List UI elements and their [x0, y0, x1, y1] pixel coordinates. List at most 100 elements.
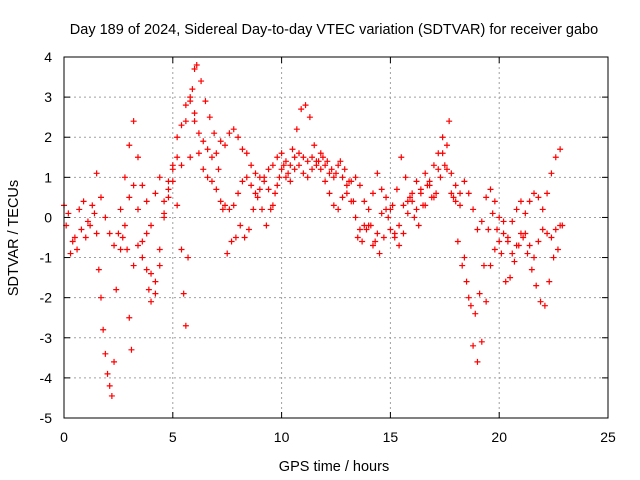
data-point — [289, 146, 296, 153]
y-tick-label: -3 — [40, 330, 53, 346]
data-point — [84, 218, 91, 225]
data-point — [193, 62, 200, 69]
data-point — [165, 178, 172, 185]
data-point — [191, 118, 198, 125]
data-point — [339, 174, 346, 181]
data-point — [378, 210, 385, 217]
data-point — [189, 86, 196, 93]
data-point — [187, 154, 194, 161]
data-point — [239, 146, 246, 153]
data-point — [187, 94, 194, 101]
data-point — [422, 202, 429, 209]
data-point — [539, 226, 546, 233]
data-point — [400, 202, 407, 209]
data-point — [430, 194, 437, 201]
data-point — [161, 198, 168, 205]
data-point — [104, 370, 111, 377]
x-tick-label: 20 — [491, 429, 507, 445]
data-point — [291, 166, 298, 173]
data-point — [356, 182, 363, 189]
data-point — [82, 234, 89, 241]
data-point — [174, 202, 181, 209]
data-point — [226, 206, 233, 213]
data-point — [531, 254, 538, 261]
data-point — [152, 290, 159, 297]
data-point — [467, 302, 474, 309]
data-point — [198, 78, 205, 85]
data-point — [478, 338, 485, 345]
x-tick-label: 25 — [600, 429, 616, 445]
data-point — [483, 298, 490, 305]
y-tick-label: 4 — [44, 49, 52, 65]
data-point — [413, 178, 420, 185]
y-tick-label: 0 — [44, 209, 52, 225]
data-point — [252, 170, 259, 177]
data-point — [134, 206, 141, 213]
data-point — [143, 266, 150, 273]
data-point — [200, 166, 207, 173]
data-series — [61, 98, 564, 399]
data-point — [335, 162, 342, 169]
data-point — [108, 392, 115, 399]
data-point — [309, 166, 316, 173]
data-point — [265, 186, 272, 193]
data-point — [74, 246, 81, 253]
y-tick-label: -2 — [40, 290, 53, 306]
y-axis-label: SDTVAR / TECUs — [6, 180, 22, 296]
data-point — [459, 262, 466, 269]
data-point — [448, 170, 455, 177]
data-point — [541, 302, 548, 309]
data-point — [463, 278, 470, 285]
data-point — [111, 242, 118, 249]
data-point — [65, 210, 72, 217]
data-point — [457, 202, 464, 209]
y-tick-label: 2 — [44, 129, 52, 145]
data-point — [182, 322, 189, 329]
data-point — [330, 174, 337, 181]
x-tick-label: 10 — [274, 429, 290, 445]
data-point — [369, 190, 376, 197]
data-point — [443, 166, 450, 173]
data-point — [102, 350, 109, 357]
data-point — [224, 250, 231, 257]
data-point — [282, 158, 289, 165]
y-tick-label: -4 — [40, 370, 53, 386]
y-tick-label: -1 — [40, 250, 53, 266]
data-point — [178, 162, 185, 169]
data-point — [302, 102, 309, 109]
data-point — [513, 206, 520, 213]
grid-lines — [64, 57, 608, 418]
data-point — [502, 278, 509, 285]
data-point — [437, 174, 444, 181]
data-point — [487, 262, 494, 269]
data-point — [148, 298, 155, 305]
data-point — [296, 162, 303, 169]
data-point — [500, 230, 507, 237]
data-point — [552, 226, 559, 233]
data-point — [494, 226, 501, 233]
data-point — [248, 162, 255, 169]
data-point — [274, 182, 281, 189]
data-point — [450, 194, 457, 201]
data-point — [219, 206, 226, 213]
data-point — [378, 186, 385, 193]
data-point — [217, 198, 224, 205]
data-point — [363, 226, 370, 233]
data-point — [287, 162, 294, 169]
data-point — [496, 238, 503, 245]
data-point — [272, 190, 279, 197]
data-point — [185, 254, 192, 261]
data-point — [537, 298, 544, 305]
data-point — [393, 186, 400, 193]
data-point — [228, 238, 235, 245]
data-point — [243, 150, 250, 157]
data-point — [156, 262, 163, 269]
y-tick-label: 1 — [44, 169, 52, 185]
data-point — [385, 214, 392, 221]
data-point — [550, 254, 557, 261]
data-point — [322, 162, 329, 169]
data-point — [339, 194, 346, 201]
data-point — [130, 262, 137, 269]
data-point — [515, 242, 522, 249]
